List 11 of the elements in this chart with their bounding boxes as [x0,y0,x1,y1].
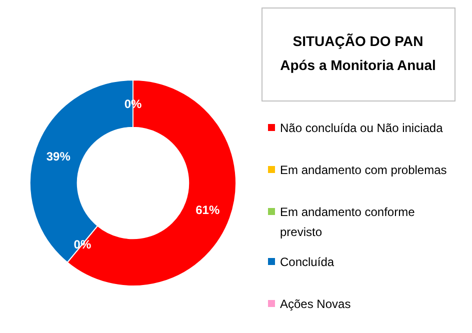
legend-label: Concluída [280,255,334,270]
legend-label: Não concluída ou Não iniciada [280,121,444,136]
chart-title: SITUAÇÃO DO PAN [292,33,424,49]
text: 0% [74,237,92,252]
data-label: 61% [196,203,220,218]
data-label: 39% [46,149,71,164]
chart-subtitle: Após a Monitoria Anual [280,57,436,73]
legend-label: Ações Novas [280,297,351,312]
legend-label: Em andamento com problemas [280,163,447,178]
text: 0% [124,96,142,111]
legend-label: Em andamento conforme previsto [280,205,416,240]
